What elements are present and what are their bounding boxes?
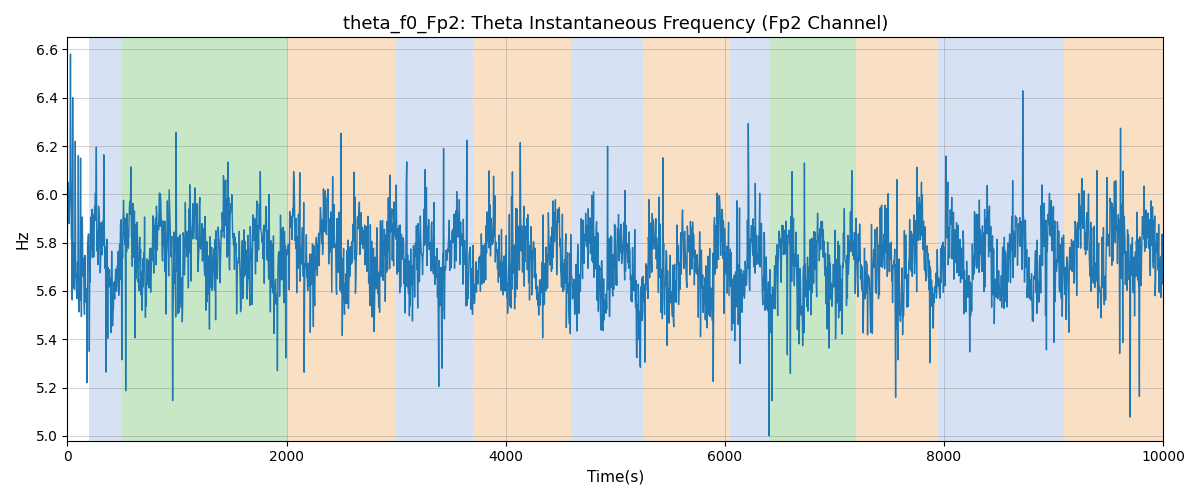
Bar bbox=[122, 38, 287, 440]
Bar bbox=[571, 38, 643, 440]
Bar bbox=[731, 38, 769, 440]
Bar bbox=[643, 38, 731, 440]
Bar bbox=[396, 38, 473, 440]
Bar bbox=[89, 38, 122, 440]
Bar bbox=[938, 38, 1064, 440]
Bar bbox=[473, 38, 571, 440]
Bar bbox=[287, 38, 396, 440]
Title: theta_f0_Fp2: Theta Instantaneous Frequency (Fp2 Channel): theta_f0_Fp2: Theta Instantaneous Freque… bbox=[342, 15, 888, 34]
Bar bbox=[769, 38, 857, 440]
Bar bbox=[1064, 38, 1163, 440]
Y-axis label: Hz: Hz bbox=[16, 230, 30, 249]
Bar bbox=[857, 38, 938, 440]
X-axis label: Time(s): Time(s) bbox=[587, 470, 644, 485]
